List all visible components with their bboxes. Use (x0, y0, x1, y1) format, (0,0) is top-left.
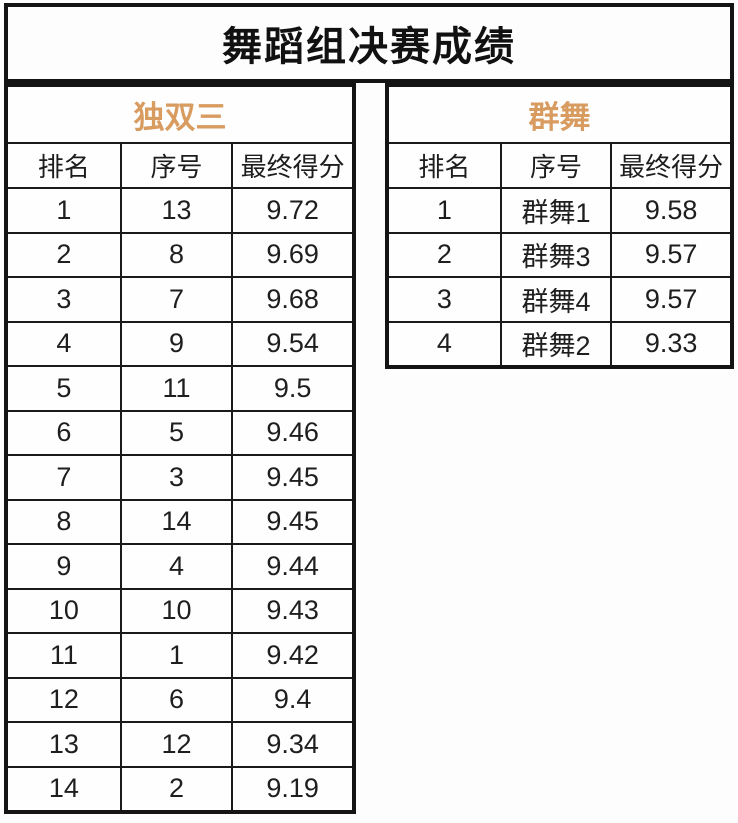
table-cell: 9.57 (610, 231, 733, 278)
table-cell: 9.68 (231, 276, 355, 323)
column-header: 排名 (386, 142, 502, 189)
table-cell: 9.45 (231, 454, 355, 501)
table-row: 6 5 9.46 (5, 409, 355, 456)
table-row: 10 10 9.43 (5, 587, 355, 634)
table-row: 1 群舞1 9.58 (386, 187, 733, 234)
table-cell: 8 (5, 498, 122, 545)
table-row: 11 1 9.42 (5, 632, 355, 679)
table-cell: 6 (119, 676, 234, 723)
table-cell: 9.69 (231, 231, 355, 278)
table-cell: 9.72 (231, 187, 355, 234)
table-row: 4 群舞2 9.33 (386, 320, 733, 368)
table-row: 1 13 9.72 (5, 187, 355, 234)
table-cell: 群舞4 (499, 276, 613, 323)
table-row: 13 12 9.34 (5, 721, 355, 768)
column-header: 序号 (499, 142, 613, 189)
group-title-group-dance: 群舞 (386, 84, 733, 144)
column-header: 序号 (119, 142, 234, 189)
table-cell: 10 (119, 587, 234, 634)
table-cell: 群舞2 (499, 320, 613, 368)
column-header: 最终得分 (610, 142, 733, 189)
table-row: 12 6 9.4 (5, 676, 355, 723)
table-cell: 9.43 (231, 587, 355, 634)
table-cell: 4 (386, 320, 502, 368)
group-title-row: 独双三 (5, 84, 355, 144)
table-row: 5 11 9.5 (5, 365, 355, 412)
table-cell: 3 (386, 276, 502, 323)
table-cell: 12 (119, 721, 234, 768)
table-cell: 群舞3 (499, 231, 613, 278)
table-cell: 9.46 (231, 409, 355, 456)
column-header-row: 排名 序号 最终得分 (386, 142, 733, 189)
column-header: 排名 (5, 142, 122, 189)
table-cell: 9.33 (610, 320, 733, 368)
page-title: 舞蹈组决赛成绩 (4, 3, 734, 83)
table-cell: 9 (119, 320, 234, 367)
table-cell: 11 (5, 632, 122, 679)
table-cell: 10 (5, 587, 122, 634)
table-cell: 14 (119, 498, 234, 545)
table-cell: 13 (5, 721, 122, 768)
table-cell: 9.4 (231, 676, 355, 723)
table-row: 2 8 9.69 (5, 231, 355, 278)
table-cell: 13 (119, 187, 234, 234)
table-cell: 14 (5, 765, 122, 813)
table-cell: 9 (5, 543, 122, 590)
table-row: 3 7 9.68 (5, 276, 355, 323)
table-cell: 4 (5, 320, 122, 367)
table-cell: 9.19 (231, 765, 355, 813)
tables-container: 独双三 排名 序号 最终得分 1 13 9.72 2 8 9.69 3 7 9.68 4 9 9.54 5 1… (4, 83, 734, 814)
table-cell: 1 (119, 632, 234, 679)
table-cell: 3 (119, 454, 234, 501)
table-cell: 群舞1 (499, 187, 613, 234)
solo-duo-trio-rows: 1 13 9.72 2 8 9.69 3 7 9.68 4 9 9.54 5 11 9.5 6 5 9.46 7 3 9… (5, 187, 355, 813)
table-row: 8 14 9.45 (5, 498, 355, 545)
table-cell: 9.34 (231, 721, 355, 768)
table-cell: 9.42 (231, 632, 355, 679)
table-row: 7 3 9.45 (5, 454, 355, 501)
column-header: 最终得分 (231, 142, 355, 189)
table-cell: 9.54 (231, 320, 355, 367)
table-cell: 12 (5, 676, 122, 723)
table-cell: 9.44 (231, 543, 355, 590)
table-cell: 2 (5, 231, 122, 278)
table-cell: 1 (386, 187, 502, 234)
table-row: 4 9 9.54 (5, 320, 355, 367)
table-cell: 2 (119, 765, 234, 813)
table-cell: 7 (5, 454, 122, 501)
group-title-row: 群舞 (386, 84, 733, 144)
table-cell: 8 (119, 231, 234, 278)
table-cell: 3 (5, 276, 122, 323)
solo-duo-trio-table: 独双三 排名 序号 最终得分 1 13 9.72 2 8 9.69 3 7 9.68 4 9 9.54 5 1… (4, 83, 356, 814)
table-row: 14 2 9.19 (5, 765, 355, 813)
table-cell: 6 (5, 409, 122, 456)
table-cell: 4 (119, 543, 234, 590)
table-row: 3 群舞4 9.57 (386, 276, 733, 323)
table-cell: 1 (5, 187, 122, 234)
group-dance-rows: 1 群舞1 9.58 2 群舞3 9.57 3 群舞4 9.57 4 群舞2 9.33 (386, 187, 733, 368)
group-title-solo-duo-trio: 独双三 (5, 84, 355, 144)
group-dance-table: 群舞 排名 序号 最终得分 1 群舞1 9.58 2 群舞3 9.57 3 群舞4 9.57 4 群舞2… (385, 83, 734, 369)
table-cell: 9.45 (231, 498, 355, 545)
table-cell: 9.58 (610, 187, 733, 234)
table-row: 2 群舞3 9.57 (386, 231, 733, 278)
table-cell: 9.57 (610, 276, 733, 323)
table-cell: 5 (5, 365, 122, 412)
table-cell: 11 (119, 365, 234, 412)
table-cell: 2 (386, 231, 502, 278)
table-cell: 7 (119, 276, 234, 323)
table-cell: 9.5 (231, 365, 355, 412)
table-row: 9 4 9.44 (5, 543, 355, 590)
table-cell: 5 (119, 409, 234, 456)
column-header-row: 排名 序号 最终得分 (5, 142, 355, 189)
